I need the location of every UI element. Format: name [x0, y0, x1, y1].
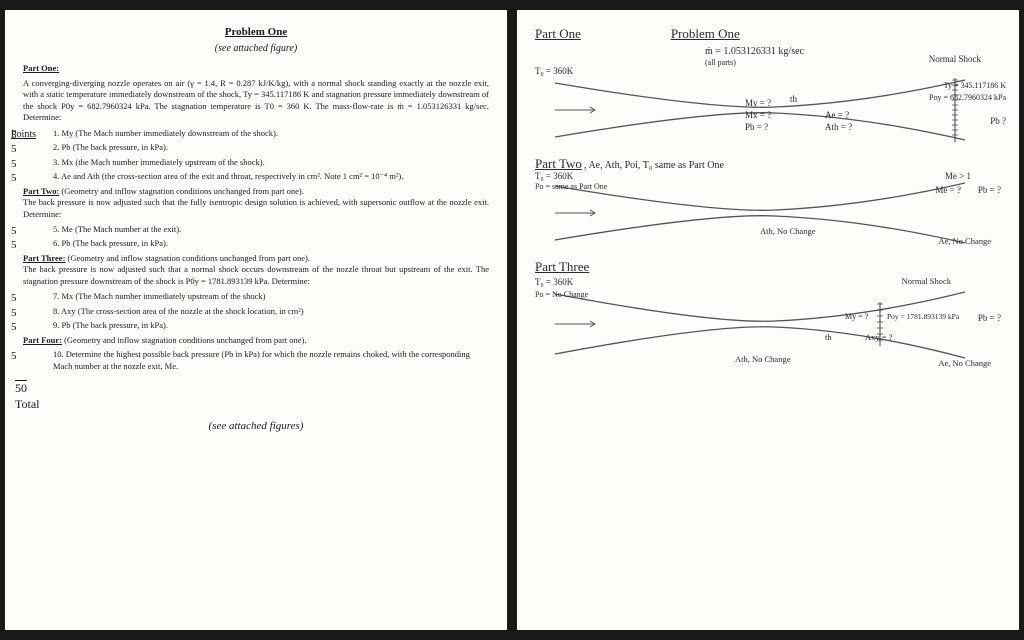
nozzle-diagram-1: T₀ = 360K Normal Shock Ty = 345.117186 K…: [535, 75, 1001, 145]
pts-4: 5: [11, 171, 17, 186]
part-two-body: The back pressure is now adjusted such t…: [23, 197, 489, 220]
ann-ath1: Ath = ?: [825, 121, 852, 133]
ann-pbq: Pb ?: [990, 115, 1006, 127]
item-8: 58. Axy (The cross-section area of the n…: [53, 306, 489, 317]
part-two-items: 55. Me (The Mach number at the exit). 56…: [53, 224, 489, 250]
left-page: Points Problem One (see attached figure)…: [5, 10, 507, 630]
problem-title: Problem One: [23, 25, 489, 40]
part-four-items: 510. Determine the highest possible back…: [53, 349, 489, 372]
item-6: 56. Pb (The back pressure, in kPa).: [53, 238, 489, 249]
part-three-body: The back pressure is now adjusted such t…: [23, 264, 489, 287]
item-7: 57. Mx (The Mach number immediately upst…: [53, 291, 489, 302]
hw-part-one: Part One: [535, 25, 581, 43]
part-one-body: A converging-diverging nozzle operates o…: [23, 78, 489, 124]
part-two-hdr-row: Part Two: (Geometry and inflow stagnatio…: [23, 186, 489, 197]
ann-ath-3: Ath, No Change: [735, 354, 790, 365]
pts-1: 5: [11, 128, 17, 143]
ann-ae1: Ae = ?: [825, 109, 849, 121]
item-10: 510. Determine the highest possible back…: [53, 349, 489, 372]
ann-me-2: Me = ?: [935, 184, 961, 196]
part-one-items: 51. My (The Mach number immediately down…: [53, 128, 489, 183]
nozzle-diagram-2: T₀ = 360K Po = same as Part One Me > 1 M…: [535, 178, 1001, 248]
ann-ty: Ty = 345.117186 K: [944, 81, 1006, 92]
ann-poy: Poy = 682.7960324 kPa: [929, 93, 1006, 104]
problem-subtitle: (see attached figure): [23, 42, 489, 56]
ann-pb1: Pb = ?: [745, 121, 768, 133]
part-four-hdr-row: Part Four: (Geometry and inflow stagnati…: [23, 335, 489, 346]
ann-t0-3: T₀ = 360K: [535, 276, 573, 288]
right-page: Part One Problem One ṁ = 1.053126331 kg/…: [517, 10, 1019, 630]
ann-ath-2: Ath, No Change: [760, 226, 815, 237]
ann-me-gt1: Me > 1: [945, 170, 971, 182]
ann-poy-3: Poy = 1781.893139 kPa: [887, 312, 959, 322]
part-one-hdr: Part One:: [23, 63, 489, 74]
ann-th1: th: [790, 93, 797, 105]
ann-th-3: th: [825, 332, 832, 343]
part-three-hand: Part Three: [535, 258, 1001, 276]
ann-pb-2: Pb = ?: [978, 184, 1001, 196]
item-5: 55. Me (The Mach number at the exit).: [53, 224, 489, 235]
item-9: 59. Pb (The back pressure, in kPa).: [53, 320, 489, 331]
pts-3: 5: [11, 157, 17, 172]
ann-normal-shock-1: Normal Shock: [929, 53, 981, 65]
ann-my-3: My = ?: [845, 312, 868, 323]
ann-t0-2: T₀ = 360K: [535, 170, 573, 182]
ann-t0-1: T₀ = 360K: [535, 65, 573, 77]
ann-normal-3: Normal Shock: [902, 276, 951, 287]
item-1: 51. My (The Mach number immediately down…: [53, 128, 489, 139]
see-figures: (see attached figures): [23, 419, 489, 434]
ann-mx: Mx = ?: [745, 109, 771, 121]
ann-po-3: Po = No Change: [535, 290, 588, 301]
hw-problem-one: Problem One: [671, 25, 740, 43]
part-three-items: 57. Mx (The Mach number immediately upst…: [53, 291, 489, 331]
pts-2: 5: [11, 142, 17, 157]
part-three-hdr-row: Part Three: (Geometry and inflow stagnat…: [23, 253, 489, 264]
ann-ae-3: Ae, No Change: [938, 358, 991, 369]
ann-my: My = ?: [745, 97, 771, 109]
total-block: 50 Total: [15, 380, 489, 412]
part-two-hand: Part Two , Ae, Ath, Poi, T₀ same as Part…: [535, 155, 1001, 173]
item-3: 53. Mx (the Mach number immediately upst…: [53, 157, 489, 168]
ann-pb-3: Pb = ?: [978, 312, 1001, 324]
right-header: Part One Problem One: [535, 25, 1001, 43]
item-4: 54. Ae and Ath (the cross-section area o…: [53, 171, 489, 182]
ann-po-2: Po = same as Part One: [535, 182, 607, 193]
nozzle-diagram-3: T₀ = 360K Po = No Change Normal Shock My…: [535, 282, 1001, 372]
item-2: 52. Pb (The back pressure, in kPa).: [53, 142, 489, 153]
ann-axy-3: Axy = ?: [865, 332, 892, 343]
ann-ae-2: Ae, No Change: [938, 236, 991, 247]
